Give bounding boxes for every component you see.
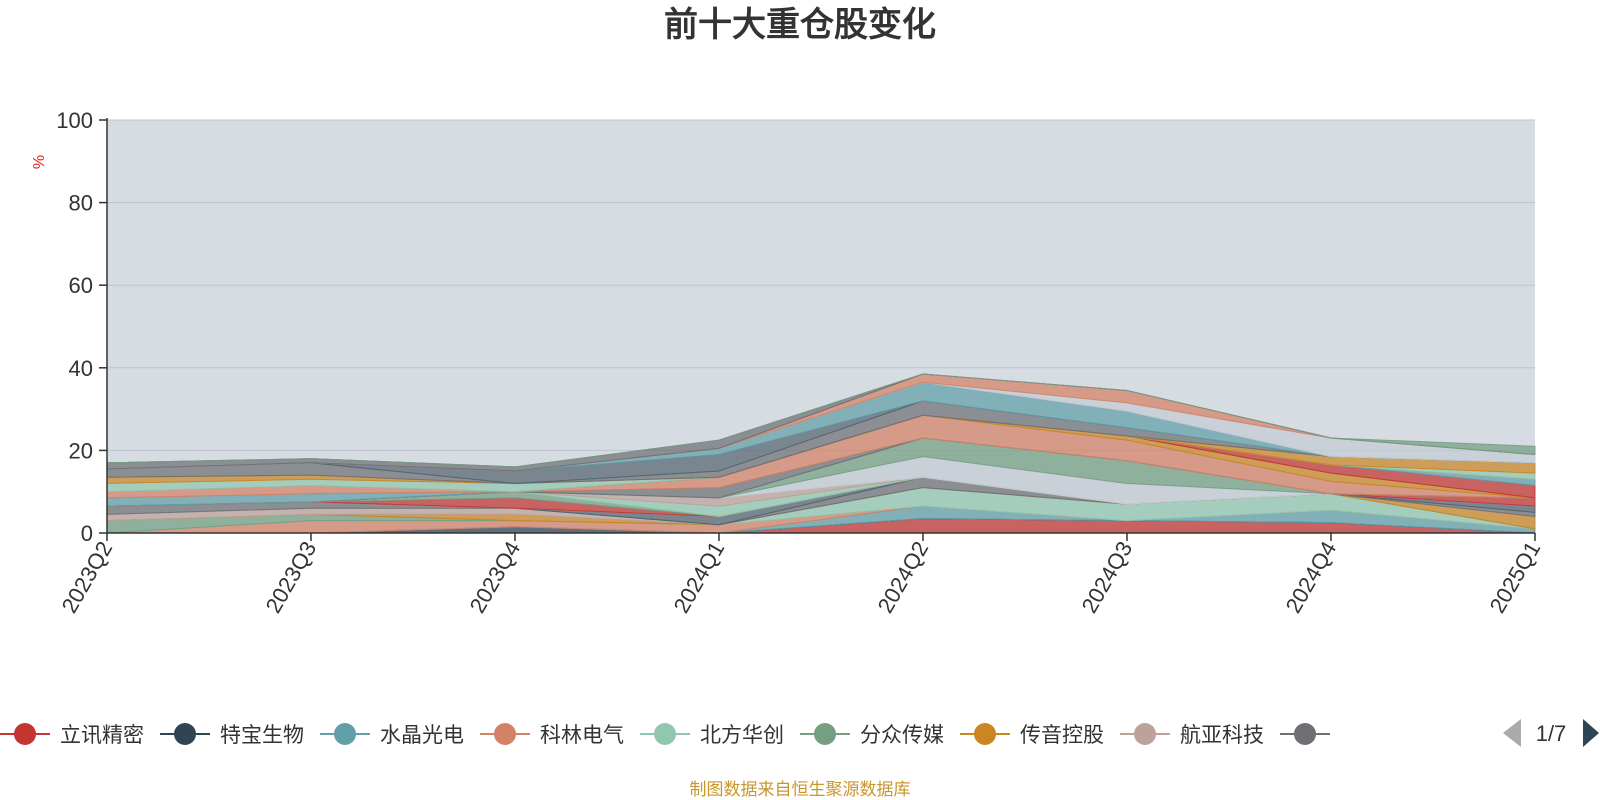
legend-pager: 1/7 [1503,719,1599,747]
y-tick-label: 20 [69,438,93,463]
legend-circle-icon [814,723,836,745]
chart-title: 前十大重仓股变化 [664,5,936,45]
legend-item[interactable]: 水晶光电 [320,723,464,747]
x-tick-label: 2024Q1 [669,537,730,617]
legend-item[interactable]: 分众传媒 [800,723,944,747]
legend-item[interactable]: 航亚科技 [1120,723,1264,747]
x-tick-label: 2025Q1 [1485,537,1546,617]
legend-label: 特宝生物 [220,723,304,747]
legend-item[interactable]: 特宝生物 [160,723,304,747]
legend-next-page-icon[interactable] [1583,719,1599,747]
legend-circle-icon [14,723,36,745]
legend-item[interactable]: 科林电气 [480,723,624,747]
legend-prev-page-icon[interactable] [1503,719,1521,747]
legend-circle-icon [1134,723,1156,745]
legend-label: 立讯精密 [60,723,144,747]
legend-item[interactable]: 北方华创 [640,723,784,747]
x-tick-label: 2024Q3 [1077,537,1138,617]
legend-label: 航亚科技 [1180,723,1264,747]
legend-page-indicator: 1/7 [1536,721,1567,746]
stacked-areas [106,373,1536,534]
series-area-31 [106,373,1536,468]
source-note: 制图数据来自恒生聚源数据库 [690,780,911,800]
legend: 立讯精密 特宝生物 水晶光电 科林电气 北方华创 分众传媒 传音控股 航亚科技 [0,723,1330,747]
legend-item[interactable] [1280,723,1330,745]
x-tick-label: 2023Q3 [261,537,322,617]
y-tick-label: 80 [69,191,93,216]
legend-label: 水晶光电 [380,723,464,747]
legend-item[interactable]: 立讯精密 [0,723,144,747]
legend-items: 立讯精密 特宝生物 水晶光电 科林电气 北方华创 分众传媒 传音控股 航亚科技 [0,723,1330,747]
x-tick-label: 2023Q4 [465,537,526,617]
legend-circle-icon [1294,723,1316,745]
legend-item[interactable]: 传音控股 [960,723,1104,747]
legend-label: 科林电气 [540,723,624,747]
legend-circle-icon [334,723,356,745]
legend-circle-icon [174,723,196,745]
legend-circle-icon [654,723,676,745]
legend-circle-icon [494,723,516,745]
x-tick-label: 2024Q4 [1281,537,1342,617]
y-tick-label: 40 [69,356,93,381]
legend-circle-icon [974,723,996,745]
legend-label: 北方华创 [700,723,784,747]
legend-label: 传音控股 [1020,723,1104,747]
x-tick-label: 2023Q2 [57,537,118,617]
y-axis-unit: % [31,155,48,169]
y-tick-label: 100 [56,108,93,133]
y-tick-label: 60 [69,273,93,298]
y-tick-label: 0 [81,521,93,546]
x-tick-label: 2024Q2 [873,537,934,617]
legend-label: 分众传媒 [860,723,944,747]
